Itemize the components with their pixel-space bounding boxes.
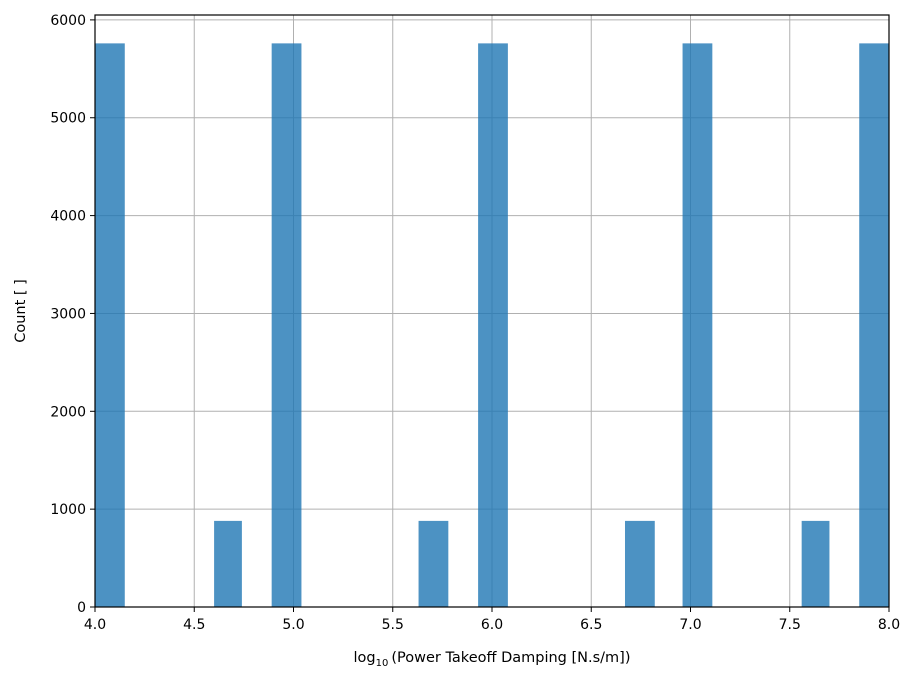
x-tick-label-0: 4.0	[84, 617, 106, 633]
histogram-bar-1	[214, 520, 242, 607]
y-tick-label-2: 2000	[50, 404, 86, 420]
x-tick-label-3: 5.5	[382, 617, 404, 633]
y-tick-label-0: 0	[77, 600, 86, 616]
x-tick-label-2: 5.0	[282, 617, 304, 633]
x-tick-label-6: 7.0	[679, 617, 701, 633]
x-tick-label-8: 8.0	[878, 617, 900, 633]
y-tick-label-5: 5000	[50, 111, 86, 127]
x-tick-label-7: 7.5	[779, 617, 801, 633]
y-axis-label: Count [ ]	[13, 279, 29, 343]
histogram-bar-5	[624, 520, 655, 607]
histogram-bars	[95, 43, 889, 608]
histogram-bar-4	[478, 43, 508, 608]
histogram-bar-7	[801, 520, 830, 607]
histogram-bar-8	[859, 43, 889, 608]
histogram-bar-3	[418, 520, 449, 607]
histogram-bar-0	[95, 43, 125, 608]
x-axis-label: log10 (Power Takeoff Damping [N.s/m])	[354, 650, 631, 669]
x-axis-label-subscript: 10	[376, 658, 389, 669]
x-tick-label-5: 6.5	[580, 617, 602, 633]
y-tick-label-3: 3000	[50, 306, 86, 322]
x-axis-label-rest: (Power Takeoff Damping [N.s/m])	[391, 650, 630, 666]
x-tick-label-1: 4.5	[183, 617, 205, 633]
y-tick-label-4: 4000	[50, 209, 86, 225]
y-axis-ticks: 0 1000 2000 3000 4000 5000 6000	[50, 13, 95, 616]
y-tick-label-6: 6000	[50, 13, 86, 29]
x-tick-label-4: 6.0	[481, 617, 503, 633]
x-axis-ticks: 4.0 4.5 5.0 5.5 6.0 6.5 7.0 7.5 8.0	[84, 607, 900, 633]
histogram-bar-2	[271, 43, 302, 608]
histogram-bar-6	[682, 43, 713, 608]
y-tick-label-1: 1000	[50, 502, 86, 518]
